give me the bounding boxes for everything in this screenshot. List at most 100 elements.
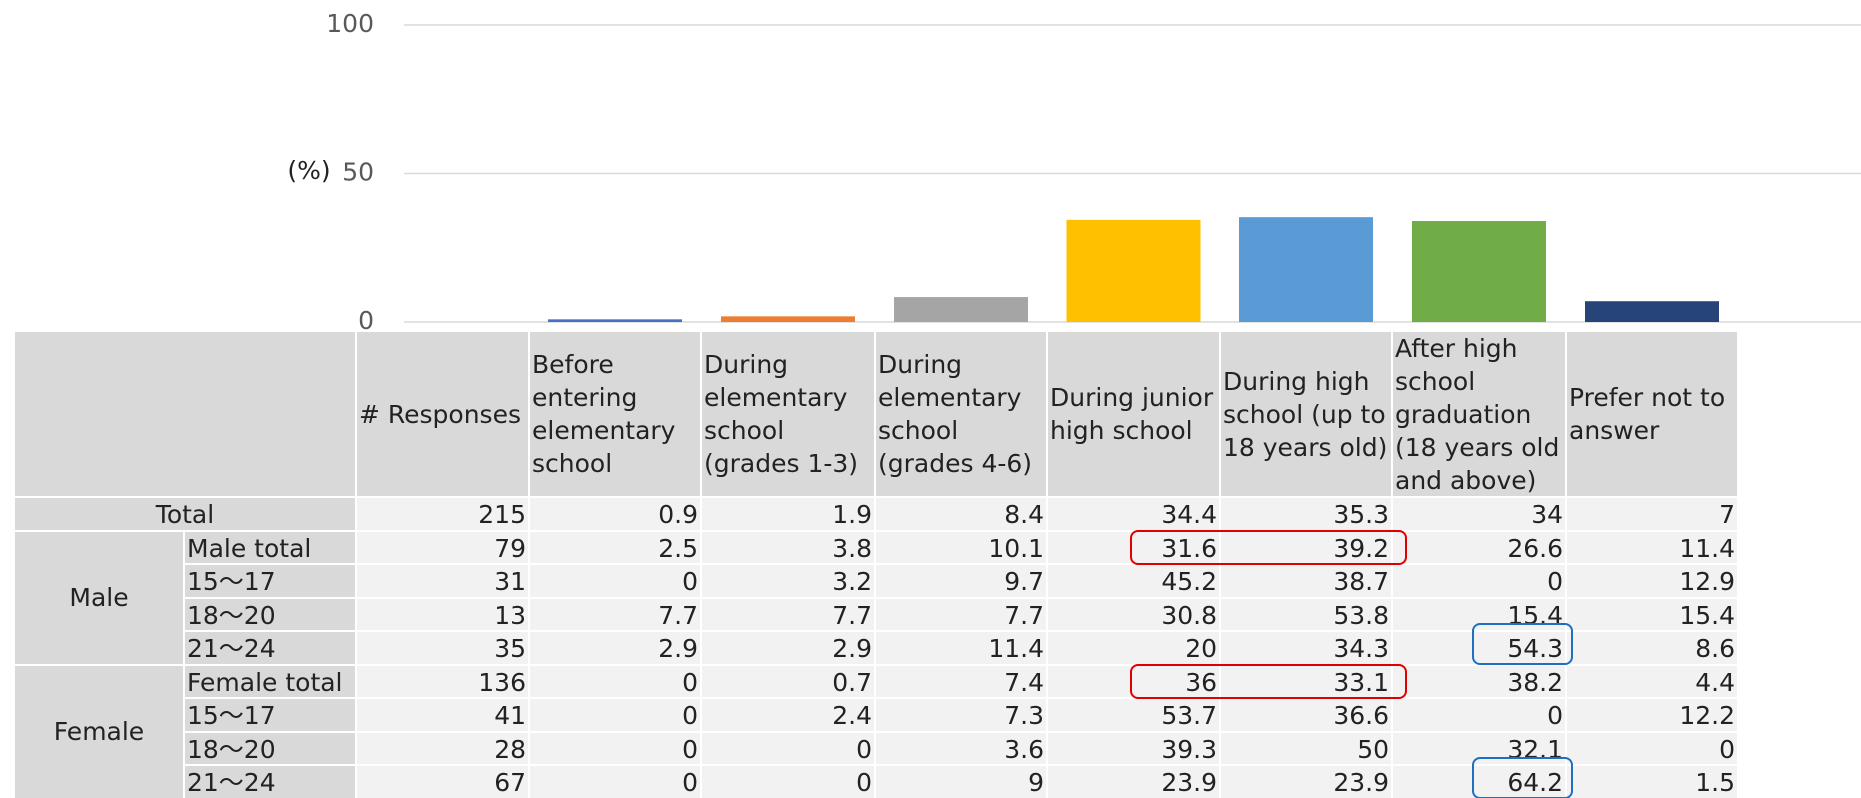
cell: 8.4 (875, 497, 1047, 531)
cell: 2.9 (529, 631, 701, 665)
cell: 8.6 (1566, 631, 1738, 665)
row-label: 15～17 (184, 564, 356, 598)
header-cell: After high school graduation (18 years o… (1392, 331, 1566, 497)
cell: 20 (1047, 631, 1220, 665)
cell: 15.4 (1566, 597, 1738, 631)
cell: 67 (356, 765, 529, 798)
cell: 136 (356, 664, 529, 698)
bar (1066, 219, 1201, 322)
cell: 28 (356, 731, 529, 765)
cell: 34.3 (1220, 631, 1392, 665)
cell: 7.7 (701, 597, 875, 631)
cell: 2.5 (529, 530, 701, 564)
bar (1239, 217, 1373, 322)
cell: 0 (529, 765, 701, 798)
row-label: 18～20 (184, 731, 356, 765)
header-cell: During junior high school (1047, 331, 1220, 497)
highlight-box (1130, 663, 1407, 699)
y-tick-label: 50 (342, 158, 374, 187)
row-label: 21～24 (184, 765, 356, 798)
cell: 0 (1392, 564, 1566, 598)
cell: 0 (529, 664, 701, 698)
cell: 53.8 (1220, 597, 1392, 631)
cell: 215 (356, 497, 529, 531)
cell: 0 (529, 731, 701, 765)
cell: 7.3 (875, 698, 1047, 732)
row-label: 15～17 (184, 698, 356, 732)
header-blank (14, 331, 356, 497)
cell: 3.8 (701, 530, 875, 564)
bar (721, 316, 855, 322)
highlight-box (1472, 757, 1573, 798)
cell: 0.9 (529, 497, 701, 531)
cell: 12.2 (1566, 698, 1738, 732)
cell: 9 (875, 765, 1047, 798)
row-label: Male total (184, 530, 356, 564)
cell: 26.6 (1392, 530, 1566, 564)
group-label: Male (14, 530, 184, 665)
cell: 50 (1220, 731, 1392, 765)
cell: 7.7 (529, 597, 701, 631)
group-label: Female (14, 664, 184, 798)
row-label: Female total (184, 664, 356, 698)
bar (548, 319, 682, 322)
cell: 0 (529, 698, 701, 732)
cell: 3.6 (875, 731, 1047, 765)
cell: 34 (1392, 497, 1566, 531)
y-axis-label: (%) (287, 156, 330, 185)
cell: 35 (356, 631, 529, 665)
cell: 9.7 (875, 564, 1047, 598)
cell: 35.3 (1220, 497, 1392, 531)
cell: 7.4 (875, 664, 1047, 698)
cell: 13 (356, 597, 529, 631)
cell: 1.9 (701, 497, 875, 531)
cell: 38.7 (1220, 564, 1392, 598)
cell: 7 (1566, 497, 1738, 531)
cell: 23.9 (1220, 765, 1392, 798)
y-tick-label: 100 (326, 9, 374, 38)
cell: 3.2 (701, 564, 875, 598)
header-cell: # Responses (356, 331, 529, 497)
header-cell: Prefer not to answer (1566, 331, 1738, 497)
cell: 0 (1392, 698, 1566, 732)
cell: 2.4 (701, 698, 875, 732)
cell: 23.9 (1047, 765, 1220, 798)
cell: 0.7 (701, 664, 875, 698)
cell: 33.1 (1220, 664, 1392, 698)
header-cell: During elementary school (grades 4-6) (875, 331, 1047, 497)
bar (1585, 301, 1719, 322)
row-label: 18～20 (184, 597, 356, 631)
bar (894, 297, 1028, 322)
row-label: 21～24 (184, 631, 356, 665)
cell: 34.4 (1047, 497, 1220, 531)
highlight-box (1472, 623, 1573, 665)
cell: 45.2 (1047, 564, 1220, 598)
cell: 7.7 (875, 597, 1047, 631)
row-label: Total (14, 497, 356, 531)
cell: 0 (701, 765, 875, 798)
header-cell: Before entering elementary school (529, 331, 701, 497)
cell: 36.6 (1220, 698, 1392, 732)
cell: 11.4 (1566, 530, 1738, 564)
cell: 39.3 (1047, 731, 1220, 765)
cell: 53.7 (1047, 698, 1220, 732)
cell: 12.9 (1566, 564, 1738, 598)
cell: 0 (529, 564, 701, 598)
cell: 30.8 (1047, 597, 1220, 631)
cell: 2.9 (701, 631, 875, 665)
bar (1412, 221, 1546, 322)
y-tick-label: 0 (358, 306, 374, 330)
cell: 0 (701, 731, 875, 765)
cell: 31 (356, 564, 529, 598)
chart: (%) 0 50 100 (287, 9, 1861, 330)
header-cell: During high school (up to 18 years old) (1220, 331, 1392, 497)
cell: 41 (356, 698, 529, 732)
cell: 1.5 (1566, 765, 1738, 798)
cell: 11.4 (875, 631, 1047, 665)
cell: 79 (356, 530, 529, 564)
cell: 0 (1566, 731, 1738, 765)
header-cell: During elementary school (grades 1-3) (701, 331, 875, 497)
cell: 4.4 (1566, 664, 1738, 698)
cell: 10.1 (875, 530, 1047, 564)
